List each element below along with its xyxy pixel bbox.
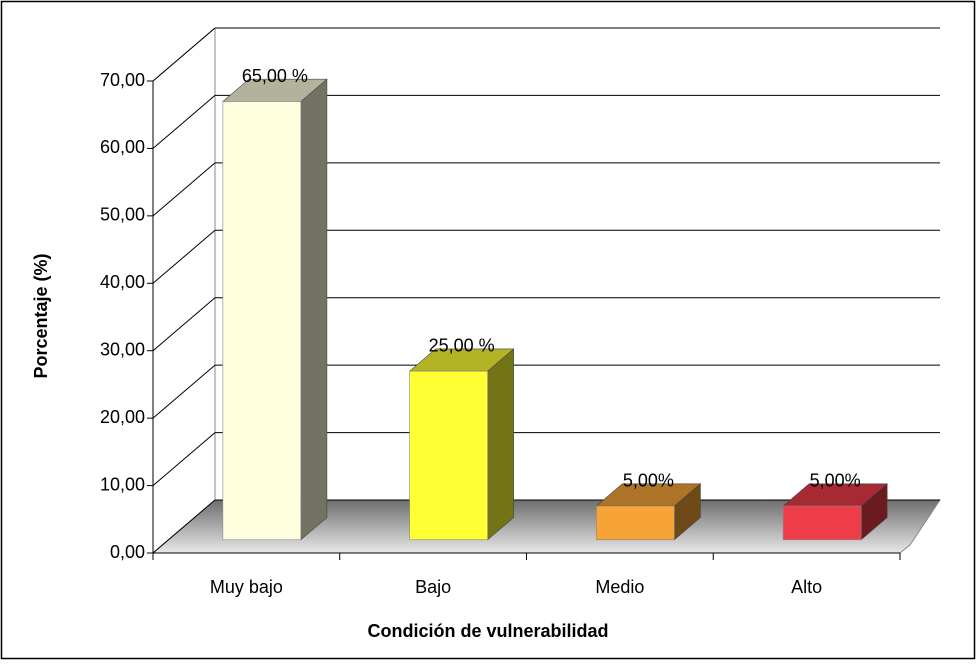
bar-front <box>782 505 862 541</box>
y-tick-label: 60,00 <box>100 137 145 157</box>
bar <box>222 78 328 541</box>
bar-side <box>300 78 328 541</box>
y-tick-label: 40,00 <box>100 272 145 292</box>
plot-area: 0,00 10,00 20,00 30,00 40,00 50,00 60,00 70,00 M… <box>100 27 941 597</box>
y-tick-label: 70,00 <box>100 70 145 90</box>
x-tick-label: Alto <box>791 577 822 597</box>
side-grid-line <box>152 364 216 419</box>
data-label: 5,00% <box>623 471 674 491</box>
y-tick-label: 50,00 <box>100 205 145 225</box>
side-grid-line <box>152 95 216 149</box>
bar-front <box>222 101 302 541</box>
data-label: 65,00 % <box>242 66 308 86</box>
bar <box>782 483 888 541</box>
side-grid-line <box>152 432 216 486</box>
data-label: 5,00% <box>810 471 861 491</box>
y-axis-title: Porcentaje (%) <box>31 253 51 378</box>
x-axis-title: Condición de vulnerabilidad <box>367 621 608 641</box>
bar <box>595 483 702 541</box>
bar-front <box>596 505 675 541</box>
x-tick-label: Medio <box>595 577 644 597</box>
side-grid-line <box>152 27 216 82</box>
y-tick-label: 30,00 <box>100 339 145 359</box>
data-label: 25,00 % <box>429 336 495 356</box>
side-grid-line <box>152 499 216 554</box>
x-tick-label: Bajo <box>415 577 451 597</box>
side-grid-line <box>152 229 216 284</box>
bar <box>408 348 515 541</box>
y-tick-label: 20,00 <box>100 407 145 427</box>
y-tick-label: 0,00 <box>110 542 145 562</box>
bar-front <box>409 370 488 541</box>
side-grid-line <box>152 162 216 217</box>
y-tick-label: 10,00 <box>100 474 145 494</box>
side-grid-line <box>152 297 216 352</box>
x-tick-label: Muy bajo <box>210 577 283 597</box>
bar-side <box>487 348 514 541</box>
